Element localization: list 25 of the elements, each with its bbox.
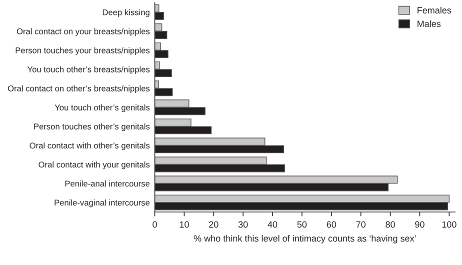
y-tick-label: Oral contact with your genitals bbox=[38, 161, 150, 170]
x-tick-label: 70 bbox=[356, 221, 366, 228]
x-tick-label: 30 bbox=[238, 221, 248, 228]
y-tick-label: Oral contact on other’s breasts/nipples bbox=[8, 85, 150, 94]
x-tick-label: 60 bbox=[326, 221, 336, 228]
y-tick-label: Person touches your breasts/nipples bbox=[16, 47, 150, 55]
x-tick-label: 10 bbox=[180, 221, 189, 228]
y-tick-label: Deep kissing bbox=[102, 9, 150, 17]
legend-label: Females bbox=[418, 6, 452, 14]
x-tick-label: 50 bbox=[297, 221, 307, 228]
y-tick-label: Oral contact on your breasts/nipples bbox=[16, 28, 150, 36]
x-tick-label: 80 bbox=[386, 221, 395, 228]
y-tick-label: Oral contact with other’s genitals bbox=[30, 142, 150, 150]
x-tick-label: 20 bbox=[209, 221, 218, 228]
legend-label: Males bbox=[418, 20, 441, 27]
y-tick-label: Penile-anal intercourse bbox=[65, 180, 150, 187]
x-axis-title: % who think this level of intimacy counts as ‘having sex’ bbox=[194, 235, 416, 244]
y-tick-label: You touch other’s breasts/nipples bbox=[27, 66, 150, 74]
y-tick-label: You touch other’s genitals bbox=[54, 104, 150, 112]
y-tick-label: Person touches other’s genitals bbox=[34, 123, 150, 132]
x-tick-label: 100 bbox=[442, 221, 456, 228]
y-tick-label: Penile-vaginal intercourse bbox=[54, 199, 150, 208]
x-tick-label: 90 bbox=[415, 221, 424, 228]
x-tick-label: 40 bbox=[268, 221, 278, 228]
x-tick-label: 0 bbox=[152, 221, 157, 228]
